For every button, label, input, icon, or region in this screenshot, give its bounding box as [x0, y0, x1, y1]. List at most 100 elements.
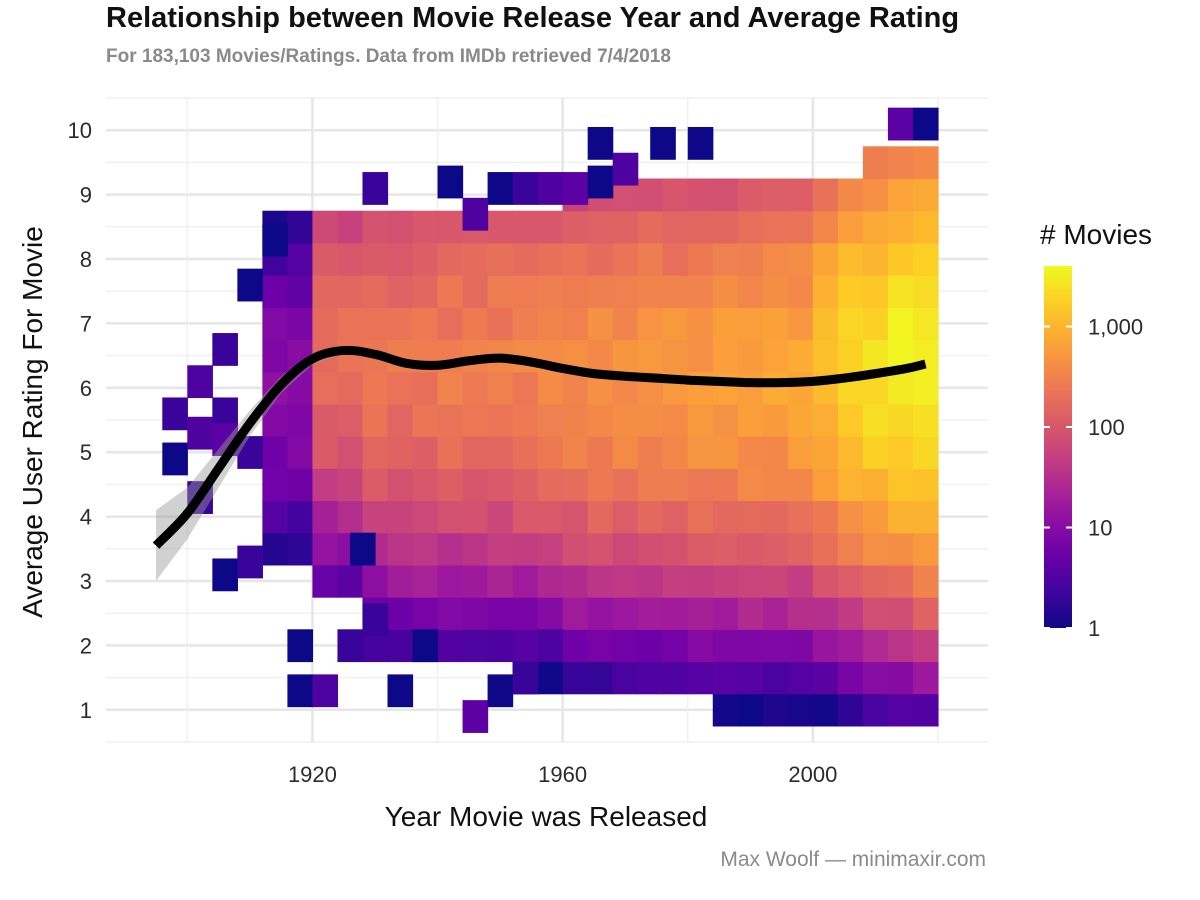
heatmap-cell — [587, 629, 614, 663]
heatmap-cell — [812, 564, 839, 598]
heatmap-cell — [162, 442, 188, 476]
heatmap-cell — [487, 532, 514, 566]
heatmap-cell — [487, 629, 514, 663]
heatmap-cell — [337, 371, 364, 405]
heatmap-cell — [337, 339, 364, 373]
heatmap-cell — [737, 339, 764, 373]
heatmap-cell — [537, 597, 564, 630]
heatmap-cell — [487, 403, 514, 437]
heatmap-cell — [637, 436, 664, 469]
smooth-trend-line — [152, 345, 927, 549]
heatmap-cell — [587, 532, 614, 566]
x-tick-label: 1920 — [288, 762, 337, 787]
heatmap-cell — [462, 597, 489, 630]
heatmap-cell — [887, 629, 914, 663]
heatmap-cell — [812, 307, 839, 341]
heatmap-cell — [612, 403, 639, 437]
heatmap-cell — [737, 307, 764, 341]
axis-layer: 1 2 3 4 5 6 7 8 9 10 1920 1960 2000 — [68, 118, 838, 787]
heatmap-cell — [912, 564, 939, 598]
heatmap-cell — [487, 172, 514, 205]
heatmap-cell — [737, 532, 764, 566]
heatmap-cell — [562, 661, 589, 695]
heatmap-cell — [487, 307, 514, 341]
heatmap-cell — [887, 436, 914, 469]
heatmap-cell — [487, 275, 514, 308]
heatmap-cell — [662, 178, 689, 212]
heatmap-cell — [562, 172, 589, 205]
heatmap-cell — [862, 629, 889, 663]
heatmap-cell — [862, 532, 889, 566]
heatmap-cell — [412, 532, 439, 566]
heatmap-cell — [912, 210, 939, 244]
heatmap-cell — [637, 403, 664, 437]
heatmap-cell — [862, 468, 889, 502]
heatmap-cell — [762, 597, 789, 630]
heatmap-cell — [737, 597, 764, 630]
heatmap-cell — [887, 178, 914, 212]
heatmap-cell — [862, 597, 889, 630]
heatmap-cell — [312, 532, 339, 566]
heatmap-cell — [587, 339, 614, 373]
heatmap-cell — [387, 500, 414, 534]
heatmap-cell — [412, 307, 439, 341]
heatmap-cells — [162, 107, 939, 733]
heatmap-cell — [337, 500, 364, 534]
heatmap-cell — [787, 693, 814, 727]
heatmap-cell — [512, 629, 539, 663]
heatmap-cell — [712, 307, 739, 341]
heatmap-cell — [837, 597, 864, 630]
heatmap-cell — [787, 339, 814, 373]
heatmap-cell — [237, 268, 263, 302]
heatmap-cell — [362, 564, 389, 598]
heatmap-cell — [612, 436, 639, 469]
x-tick-label: 2000 — [788, 762, 837, 787]
heatmap-cell — [612, 532, 639, 566]
heatmap-cell — [737, 436, 764, 469]
heatmap-cell — [437, 532, 464, 566]
heatmap-cell — [412, 371, 439, 405]
heatmap-cell — [587, 597, 614, 630]
heatmap-cell — [562, 210, 589, 244]
heatmap-cell — [262, 532, 289, 566]
heatmap-cell — [887, 661, 914, 695]
x-axis-title: Year Movie was Released — [385, 801, 708, 832]
heatmap-cell — [437, 371, 464, 405]
heatmap-cell — [387, 674, 414, 708]
heatmap-cell — [462, 242, 489, 276]
heatmap-cell — [687, 210, 714, 244]
heatmap-cell — [787, 403, 814, 437]
heatmap-cell — [362, 468, 389, 502]
heatmap-cell — [837, 403, 864, 437]
heatmap-cell — [712, 468, 739, 502]
y-tick-label: 2 — [80, 633, 92, 658]
heatmap-cell — [512, 242, 539, 276]
heatmap-cell — [337, 307, 364, 341]
heatmap-cell — [887, 693, 914, 727]
heatmap-cell — [362, 307, 389, 341]
heatmap-cell — [812, 500, 839, 534]
heatmap-cell — [662, 210, 689, 244]
heatmap-cell — [312, 371, 339, 405]
y-tick-label: 8 — [80, 247, 92, 272]
heatmap-cell — [662, 403, 689, 437]
heatmap-cell — [187, 416, 213, 450]
heatmap-cell — [662, 468, 689, 502]
heatmap-cell — [462, 307, 489, 341]
heatmap-cell — [387, 532, 414, 566]
heatmap-cell — [812, 178, 839, 212]
heatmap-cell — [662, 242, 689, 276]
heatmap-cell — [737, 468, 764, 502]
heatmap-cell — [787, 532, 814, 566]
heatmap-cell — [787, 371, 814, 405]
heatmap-cell — [687, 629, 714, 663]
heatmap-cell — [912, 661, 939, 695]
heatmap-cell — [487, 242, 514, 276]
heatmap-cell — [312, 500, 339, 534]
heatmap-cell — [787, 468, 814, 502]
y-tick-label: 9 — [80, 183, 92, 208]
heatmap-cell — [712, 597, 739, 630]
y-tick-label: 10 — [68, 118, 92, 143]
heatmap-cell — [537, 436, 564, 469]
heatmap-cell — [762, 403, 789, 437]
